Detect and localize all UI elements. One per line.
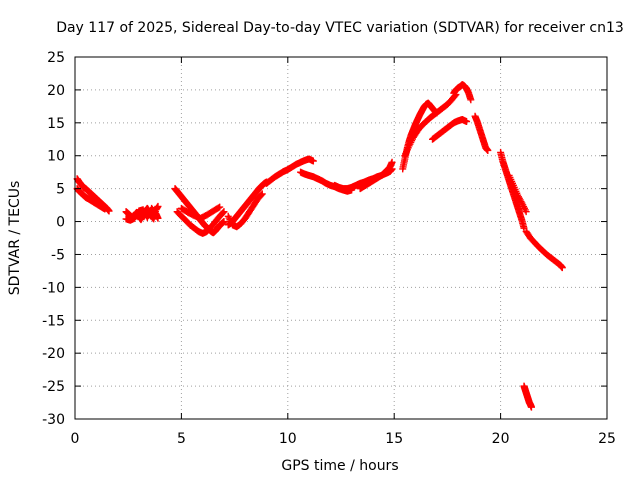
data-point: [558, 264, 566, 272]
series-arc-7c: [429, 116, 471, 143]
data-point: [388, 158, 396, 166]
series-arc-5: [263, 155, 317, 187]
series-arc-4b: [224, 190, 266, 231]
series-arc-7b: [401, 91, 460, 160]
series-arc-10b: [505, 171, 530, 216]
series-arc-3c: [177, 203, 224, 222]
y-tick-label: -20: [42, 346, 65, 362]
y-tick-label: -15: [42, 313, 65, 329]
data-point: [522, 208, 530, 216]
y-tick-label: 25: [47, 50, 65, 66]
x-axis-label: GPS time / hours: [281, 458, 398, 474]
data-points: [73, 81, 566, 411]
y-tick-label: -30: [42, 412, 65, 428]
series-arc-9: [471, 112, 492, 154]
data-point: [257, 191, 265, 199]
plot-frame: [74, 56, 608, 420]
data-point: [309, 157, 317, 165]
x-tick-label: 0: [71, 431, 80, 447]
x-tick-label: 15: [385, 431, 403, 447]
data-point: [467, 96, 475, 104]
data-point: [154, 214, 162, 222]
axis-ticks: 0 5 10 15 20 25 -30 -25 -20 -15 -10 -5 0 5 10 15 20 25: [42, 50, 616, 447]
y-tick-label: -5: [51, 247, 65, 263]
y-tick-label: 10: [47, 149, 65, 165]
series-arc-12: [520, 382, 535, 411]
y-tick-label: 15: [47, 116, 65, 132]
data-point: [463, 118, 471, 126]
series-arc-11: [522, 227, 566, 272]
data-point: [105, 207, 113, 215]
data-point: [154, 202, 162, 210]
grid-lines: [75, 57, 607, 419]
chart-title: Day 117 of 2025, Sidereal Day-to-day VTE…: [56, 20, 624, 36]
data-point: [220, 218, 228, 226]
x-tick-label: 20: [492, 431, 510, 447]
data-point: [220, 208, 228, 216]
x-tick-label: 5: [177, 431, 186, 447]
y-tick-label: 0: [56, 215, 65, 231]
series-arc-6b: [356, 158, 396, 193]
data-point: [258, 190, 266, 198]
y-axis-label: SDTVAR / TECUs: [7, 181, 23, 296]
y-tick-label: -10: [42, 280, 65, 296]
y-tick-label: 5: [56, 182, 65, 198]
series-arc-1b: [73, 185, 109, 213]
data-point: [527, 403, 535, 411]
series-arc-10: [497, 148, 528, 232]
data-point: [101, 205, 109, 213]
data-point: [216, 203, 224, 211]
data-point: [484, 146, 492, 154]
data-point: [219, 209, 227, 217]
y-tick-label: 20: [47, 83, 65, 99]
y-tick-label: -25: [42, 379, 65, 395]
series-arc-8: [450, 81, 475, 104]
x-tick-label: 25: [598, 431, 616, 447]
data-point: [214, 204, 222, 212]
x-tick-label: 10: [279, 431, 297, 447]
series-arc-2b: [122, 204, 162, 224]
series-arc-3b: [173, 208, 228, 237]
